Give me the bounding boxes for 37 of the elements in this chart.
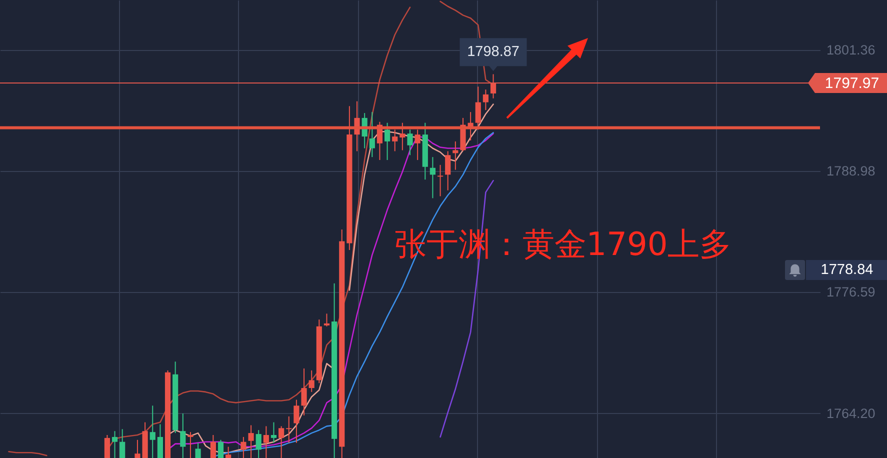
candlestick [240,436,246,458]
candlestick [195,442,201,458]
candlestick [157,424,163,458]
candlestick [445,150,451,191]
candlestick [150,405,156,458]
candlestick [180,412,186,458]
candlestick [270,422,277,444]
candlestick [294,399,300,444]
candlestick [384,122,390,161]
candlestick [248,424,254,458]
text: 1798.87 [467,44,520,60]
candlestick [210,434,216,458]
candlestick [407,129,413,156]
candlestick [104,434,110,458]
y-tick-label: 1764.20 [826,406,876,421]
candlestick [120,428,126,458]
candlestick [256,430,262,458]
candlestick [482,89,488,111]
ref-line-label: 1797.97 [824,74,880,92]
y-tick-label: 1776.59 [826,284,876,300]
candlestick [112,430,118,458]
candlestick [226,446,232,458]
candlestick [188,432,194,458]
candlestick [452,140,458,170]
text: 1778.84 [820,262,874,278]
candlestick [369,112,375,158]
y-tick-label: 1801.36 [826,42,876,58]
y-tick-label: 1788.98 [826,163,876,178]
candlestick [263,426,269,458]
candlestick [286,416,292,444]
candlestick [308,370,314,392]
candlestick [218,439,224,458]
candlestick [324,313,330,327]
candlestick [437,164,444,197]
candlestick [301,368,307,416]
candlestick [430,156,436,199]
candlestick [278,426,284,458]
